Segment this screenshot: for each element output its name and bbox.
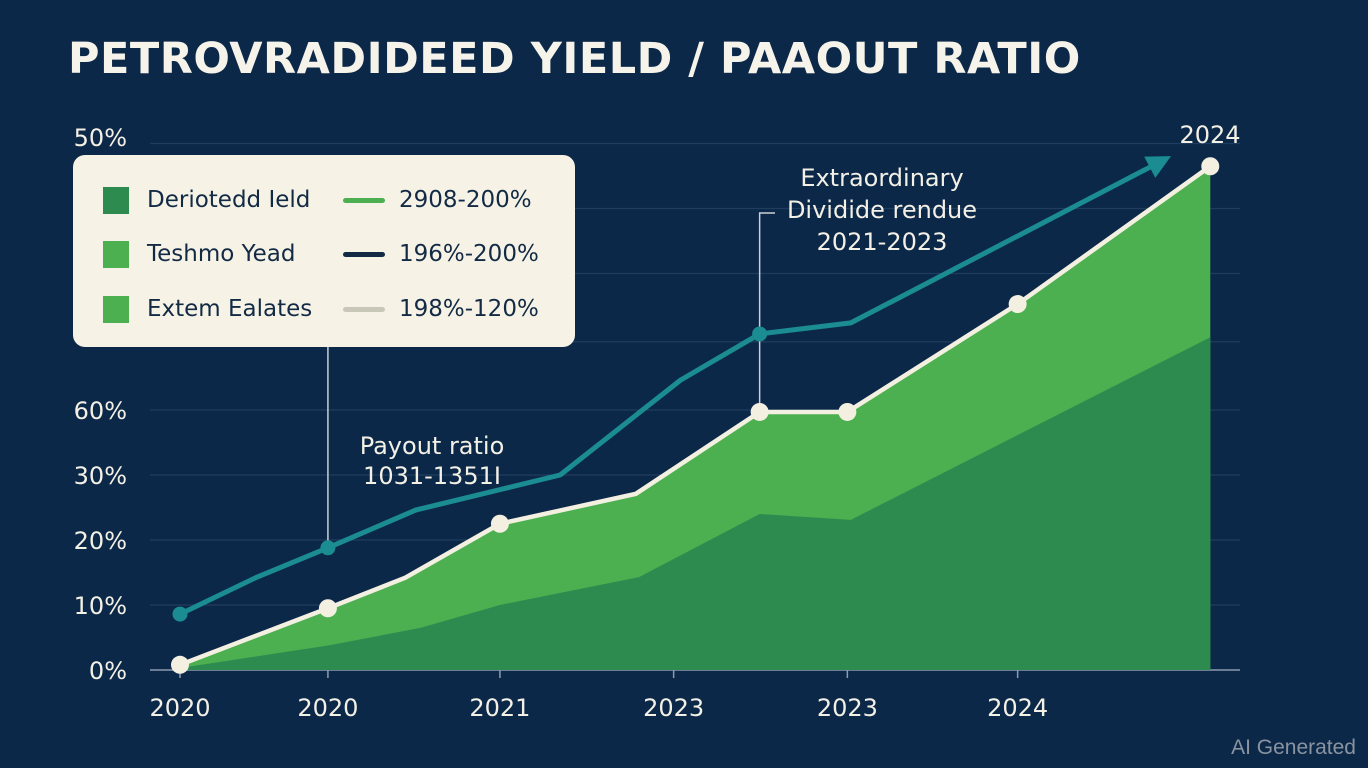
series-line-teshmo-yead: [179, 164, 1212, 667]
legend-label: Extem Ealates: [147, 296, 313, 322]
data-point: [752, 326, 768, 342]
data-point: [1201, 157, 1220, 176]
data-point: [838, 402, 857, 421]
legend-range: 2908-200%: [399, 187, 532, 213]
legend: Deriotedd Ield 2908-200% Teshmo Yead 196…: [73, 155, 575, 347]
y-tick-label: 50%: [74, 124, 127, 152]
data-point: [1008, 295, 1027, 314]
data-point: [172, 606, 188, 622]
annotation-text: 1031-1351I: [363, 462, 501, 490]
data-point: [171, 655, 189, 674]
y-tick-label: 60%: [74, 397, 127, 425]
legend-line-swatch: [343, 306, 385, 312]
series-line-payout-ratio: [178, 159, 1162, 617]
annotation-leader: [758, 212, 775, 412]
legend-item: Teshmo Yead 196%-200%: [103, 239, 539, 269]
data-point: [318, 599, 337, 618]
x-tick-label: 2023: [817, 694, 878, 722]
annotation-text: Dividide rendue: [787, 196, 977, 224]
annotation-text: Payout ratio: [360, 432, 505, 460]
y-tick-label: 0%: [89, 657, 127, 685]
y-tick-label: 30%: [74, 462, 127, 490]
legend-swatch: [103, 295, 129, 323]
legend-line-swatch: [343, 197, 385, 203]
data-point: [490, 514, 509, 533]
legend-label: Deriotedd Ield: [147, 187, 311, 213]
legend-range: 196%-200%: [399, 241, 539, 267]
arrow-head-icon: [1144, 156, 1172, 178]
x-tick-label: 2023: [643, 694, 704, 722]
x-tick-label: 2024: [987, 694, 1048, 722]
data-point: [750, 402, 769, 421]
annotation-text: 2024: [1179, 121, 1240, 149]
x-tick-label: 2020: [297, 694, 358, 722]
area-deriotedd-ield: [180, 337, 1211, 670]
x-tick-label: 2020: [149, 694, 210, 722]
legend-swatch: [103, 240, 129, 268]
y-tick-label: 10%: [74, 592, 127, 620]
legend-item: Extem Ealates 198%-120%: [103, 294, 539, 324]
annotation-text: 2021-2023: [817, 228, 948, 256]
x-tick-label: 2021: [469, 694, 530, 722]
data-point: [320, 540, 336, 556]
legend-label: Teshmo Yead: [147, 241, 296, 267]
annotation-text: Extraordinary: [800, 164, 963, 192]
legend-item: Deriotedd Ield 2908-200%: [103, 185, 532, 215]
legend-range: 198%-120%: [399, 296, 539, 322]
y-tick-label: 20%: [74, 527, 127, 555]
chart-title: PETROVRADIDEED YIELD / PAAOUT RATIO: [68, 34, 1081, 84]
legend-swatch: [103, 186, 129, 214]
legend-line-swatch: [343, 251, 385, 257]
watermark: AI Generated: [1231, 736, 1356, 759]
